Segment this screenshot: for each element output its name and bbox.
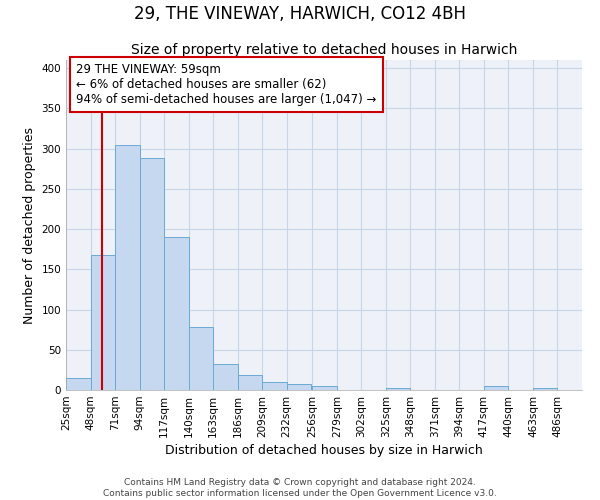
Bar [115,144,140,390]
Text: Contains HM Land Registry data © Crown copyright and database right 2024.
Contai: Contains HM Land Registry data © Crown c… [103,478,497,498]
Bar [91,255,115,390]
Bar [312,386,337,390]
Bar [386,388,410,390]
Bar [188,327,213,390]
Bar [262,382,287,390]
Text: 29 THE VINEWAY: 59sqm
← 6% of detached houses are smaller (62)
94% of semi-detac: 29 THE VINEWAY: 59sqm ← 6% of detached h… [76,64,377,106]
Bar [66,378,91,390]
Bar [164,237,188,390]
Bar [287,384,311,390]
Bar [238,374,262,390]
Y-axis label: Number of detached properties: Number of detached properties [23,126,36,324]
Bar [140,158,164,390]
Bar [213,364,238,390]
Bar [484,386,508,390]
Bar [533,388,557,390]
Title: Size of property relative to detached houses in Harwich: Size of property relative to detached ho… [131,44,517,58]
Text: 29, THE VINEWAY, HARWICH, CO12 4BH: 29, THE VINEWAY, HARWICH, CO12 4BH [134,5,466,23]
X-axis label: Distribution of detached houses by size in Harwich: Distribution of detached houses by size … [165,444,483,457]
